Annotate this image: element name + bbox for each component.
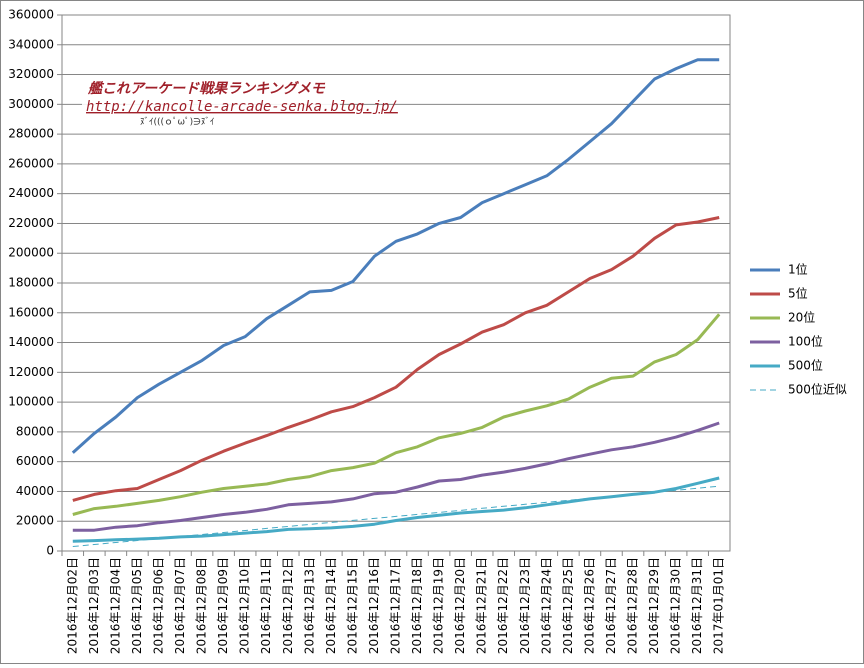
x-tick-label: 2016年12月30日	[669, 557, 683, 654]
y-tick-label: 280000	[8, 127, 54, 141]
y-tick-label: 220000	[8, 216, 54, 230]
x-tick-label: 2016年12月05日	[130, 557, 144, 654]
x-tick-label: 2016年12月04日	[108, 557, 122, 654]
y-tick-label: 340000	[8, 37, 54, 51]
x-tick-label: 2016年12月31日	[690, 557, 704, 654]
x-tick-label: 2016年12月14日	[324, 557, 338, 654]
series-line	[72, 313, 721, 516]
x-tick-label: 2016年12月23日	[518, 557, 532, 654]
y-tick-label: 60000	[16, 454, 54, 468]
note-url: http://kancolle-arcade-senka.blog.jp/	[86, 99, 398, 115]
x-tick-label: 2016年12月10日	[238, 557, 252, 654]
y-tick-label: 320000	[8, 67, 54, 81]
x-tick-label: 2016年12月13日	[302, 557, 316, 654]
x-tick-label: 2016年12月12日	[281, 557, 295, 654]
y-tick-label: 20000	[16, 514, 54, 528]
x-tick-label: 2016年12月09日	[216, 557, 230, 654]
x-tick-label: 2016年12月15日	[345, 557, 359, 654]
y-tick-label: 180000	[8, 276, 54, 290]
x-tick-label: 2017年01月01日	[712, 557, 726, 654]
legend-label: 5位	[788, 286, 808, 301]
legend-label: 20位	[788, 310, 815, 325]
series-line	[72, 421, 720, 532]
legend-label: 100位	[788, 334, 823, 349]
y-tick-label: 80000	[16, 424, 54, 438]
x-tick-label: 2016年12月20日	[453, 557, 467, 654]
y-tick-label: 0	[46, 544, 54, 558]
y-tick-label: 300000	[8, 97, 54, 111]
x-tick-label: 2016年12月22日	[496, 557, 510, 654]
x-tick-label: 2016年12月17日	[389, 557, 403, 654]
note-title: 艦これアーケード戦果ランキングメモ	[87, 80, 326, 97]
x-tick-label: 2016年12月29日	[647, 557, 661, 654]
x-tick-label: 2016年12月06日	[151, 557, 165, 654]
y-tick-label: 260000	[8, 156, 54, 170]
x-tick-label: 2016年12月19日	[432, 557, 446, 654]
x-tick-label: 2016年12月25日	[561, 557, 575, 654]
y-tick-label: 120000	[8, 365, 54, 379]
series-line	[72, 216, 720, 502]
x-tick-label: 2016年12月24日	[539, 557, 553, 654]
series-line	[71, 58, 720, 454]
x-tick-label: 2016年12月08日	[195, 557, 209, 654]
x-tick-label: 2016年12月21日	[475, 557, 489, 654]
x-tick-label: 2016年12月27日	[604, 557, 618, 654]
x-tick-label: 2016年12月11日	[259, 557, 273, 654]
x-tick-label: 2016年12月07日	[173, 557, 187, 654]
note-face: ﾇﾞｲ(((ｏﾟωﾟ)∋ﾇﾞｲ	[140, 117, 214, 128]
x-tick-label: 2016年12月26日	[582, 557, 596, 654]
x-tick-label: 2016年12月18日	[410, 557, 424, 654]
legend-label: 500位近似	[788, 382, 847, 397]
y-tick-label: 160000	[8, 305, 54, 319]
y-tick-label: 100000	[8, 395, 54, 409]
y-tick-label: 240000	[8, 186, 54, 200]
y-tick-label: 360000	[8, 8, 54, 22]
note-box	[82, 76, 340, 126]
y-tick-label: 200000	[8, 246, 54, 260]
legend-label: 1位	[788, 262, 808, 277]
legend-label: 500位	[788, 358, 823, 373]
y-tick-label: 40000	[16, 484, 54, 498]
x-tick-label: 2016年12月28日	[626, 557, 640, 654]
x-tick-label: 2016年12月02日	[65, 557, 79, 654]
x-tick-label: 2016年12月03日	[87, 557, 101, 654]
y-tick-label: 140000	[8, 335, 54, 349]
trend-line	[72, 485, 720, 547]
x-tick-label: 2016年12月16日	[367, 557, 381, 654]
